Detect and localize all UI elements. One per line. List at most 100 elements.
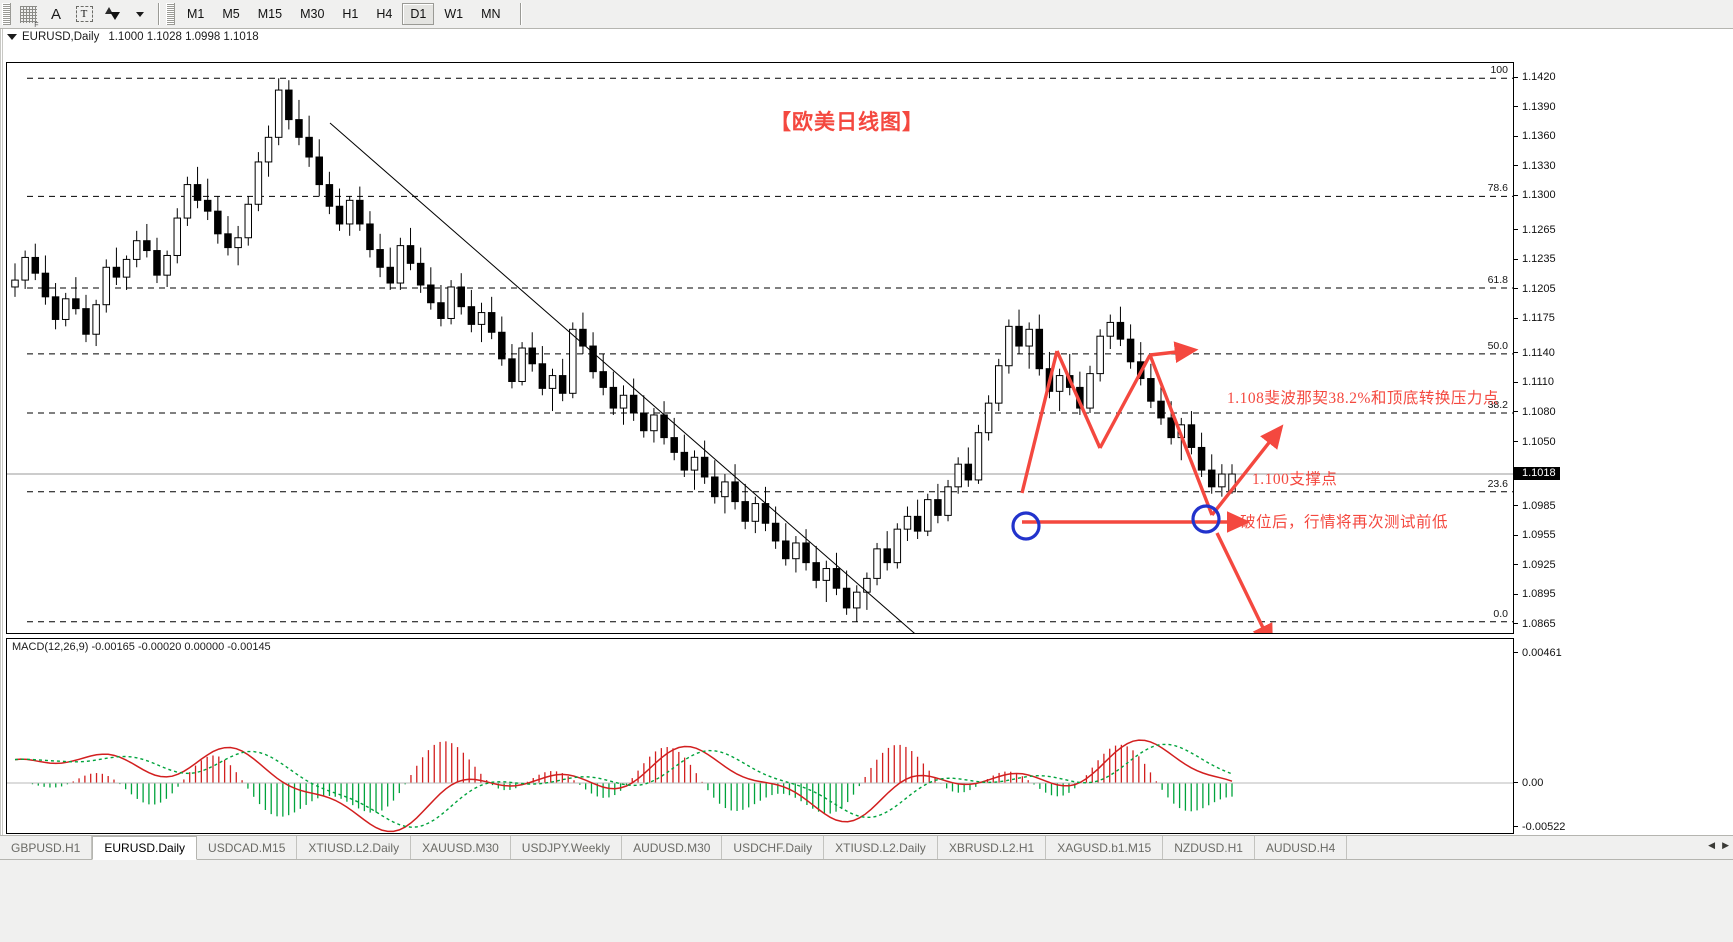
macd-axis[interactable]: 0.00461 0.00 -0.00522 [1513, 638, 1733, 834]
candlestick [1025, 322, 1033, 369]
price-tick-label: 1.1265 [1522, 223, 1556, 236]
price-tick: 1.1360 [1514, 130, 1556, 143]
timeframe-m1[interactable]: M1 [187, 7, 205, 21]
tab-scroll-controls[interactable]: ◀ ▶ [1708, 840, 1729, 851]
macd-tick: 0.00 [1514, 776, 1543, 789]
annotation-support: 1.100支撑点 [1252, 471, 1338, 488]
chart-toolbar: A T M1 M5 M15 M30 H1 H4 D1 W1 MN [0, 0, 1733, 29]
candlestick [143, 223, 151, 258]
triangle-down-icon[interactable] [7, 34, 17, 40]
window-tab-gbpusd-h1[interactable]: GBPUSD.H1 [0, 836, 93, 859]
price-tick-label: 1.1205 [1522, 282, 1556, 295]
candlestick [356, 186, 364, 231]
chevron-left-icon[interactable]: ◀ [1708, 840, 1716, 850]
candlestick [1055, 368, 1064, 412]
window-tab-xtiusd-l2-daily[interactable]: XTIUSD.L2.Daily [297, 836, 412, 859]
price-tick-label: 1.1110 [1522, 376, 1555, 389]
candlestick [234, 225, 242, 266]
candlestick [893, 523, 902, 569]
chevron-right-icon[interactable]: ▶ [1722, 840, 1729, 850]
timeframe-m30[interactable]: M30 [300, 7, 325, 21]
price-chart-canvas [7, 77, 1513, 633]
macd-pane[interactable]: MACD(12,26,9) -0.00165 -0.00020 0.00000 … [6, 638, 1513, 834]
textbox-tool-button[interactable]: T [71, 2, 97, 26]
window-tab-xauusd-m30[interactable]: XAUUSD.M30 [411, 836, 511, 859]
candlestick [244, 196, 253, 246]
candlestick [609, 371, 618, 415]
candlestick [528, 332, 536, 372]
symbol-name: EURUSD,Daily [22, 31, 100, 43]
candlestick [163, 250, 171, 287]
price-tick-label: 1.0955 [1522, 529, 1556, 542]
window-tab-xtiusd-l2-daily[interactable]: XTIUSD.L2.Daily [824, 836, 938, 859]
candlestick [51, 283, 60, 330]
candlestick [569, 322, 577, 399]
crosshair-icon[interactable] [15, 2, 41, 29]
candlestick [670, 417, 678, 461]
candlestick [467, 289, 476, 333]
candlestick [1106, 314, 1115, 349]
candlestick [873, 542, 881, 586]
toolbar-grip[interactable] [2, 3, 11, 25]
shapes-tool-button[interactable] [99, 2, 125, 26]
window-tab-usdcad-m15[interactable]: USDCAD.M15 [197, 836, 298, 859]
candlestick [924, 493, 932, 537]
timeframe-mn[interactable]: MN [481, 7, 501, 21]
candlestick [751, 496, 760, 534]
window-tab-nzdusd-h1[interactable]: NZDUSD.H1 [1163, 836, 1255, 859]
candlestick [589, 332, 597, 379]
candlestick [487, 296, 496, 340]
candlestick [1065, 353, 1074, 396]
text-tool-label: A [50, 5, 61, 23]
window-tab-audusd-m30[interactable]: AUDUSD.M30 [622, 836, 723, 859]
window-tab-usdjpy-weekly[interactable]: USDJPY.Weekly [511, 836, 623, 859]
price-tick-label: 1.1140 [1522, 346, 1555, 359]
timeframe-d1[interactable]: D1 [402, 3, 435, 25]
window-tab-xagusd-b1-m15[interactable]: XAGUSD.b1.M15 [1046, 836, 1164, 859]
candlestick [366, 211, 374, 258]
candlestick [325, 171, 334, 215]
price-tick: 1.1300 [1514, 189, 1556, 202]
window-tab-usdchf-daily[interactable]: USDCHF.Daily [722, 836, 825, 859]
candlestick [1157, 381, 1165, 425]
candlestick [416, 247, 425, 293]
candlestick [122, 255, 131, 290]
candlestick [792, 536, 800, 573]
candlestick [447, 280, 455, 325]
candlestick [700, 440, 709, 484]
timeframe-m5[interactable]: M5 [222, 7, 240, 21]
macd-label: MACD(12,26,9) -0.00165 -0.00020 0.00000 … [12, 641, 271, 653]
price-chart-pane[interactable] [6, 62, 1513, 634]
candlestick [1218, 464, 1226, 497]
price-tick-label: 1.1360 [1522, 130, 1556, 143]
window-tab-audusd-h4[interactable]: AUDUSD.H4 [1255, 836, 1348, 859]
candlestick [173, 208, 182, 264]
candlestick [427, 267, 435, 310]
timeframe-h4[interactable]: H4 [376, 7, 393, 21]
candlestick [386, 247, 394, 290]
candlestick [771, 506, 780, 549]
fib-level-label: 0.0 [1493, 607, 1508, 620]
timeframe-w1[interactable]: W1 [444, 7, 464, 21]
candlestick [437, 285, 445, 327]
price-tick-label: 1.1235 [1522, 253, 1556, 266]
candlestick [335, 188, 344, 231]
candlestick [1076, 371, 1084, 415]
chart-window: EURUSD,Daily 1.1000 1.1028 1.0998 1.1018… [0, 29, 1733, 857]
candlestick [224, 216, 232, 256]
window-tab-xbrusd-l2-h1[interactable]: XBRUSD.L2.H1 [938, 836, 1047, 859]
shapes-dropdown-button[interactable] [127, 2, 153, 26]
text-tool-button[interactable]: A [43, 2, 69, 26]
timeframe-grip[interactable] [166, 3, 175, 25]
candlestick [842, 570, 851, 615]
candlestick [1005, 319, 1013, 374]
timeframe-m15[interactable]: M15 [257, 7, 283, 21]
candlestick [1197, 432, 1206, 477]
price-axis[interactable]: 1.1420 1.1390 1.1360 1.1330 1.1300 1.1265 1.12… [1513, 62, 1733, 634]
chart-tabs-bar: GBPUSD.H1 EURUSD.Daily USDCAD.M15 XTIUSD.L2… [0, 835, 1733, 942]
candlestick [741, 483, 749, 530]
candlestick [285, 80, 293, 130]
timeframe-h1[interactable]: H1 [342, 7, 359, 21]
macd-canvas [7, 739, 1513, 833]
window-tab-eurusd-daily[interactable]: EURUSD.Daily [92, 836, 198, 860]
